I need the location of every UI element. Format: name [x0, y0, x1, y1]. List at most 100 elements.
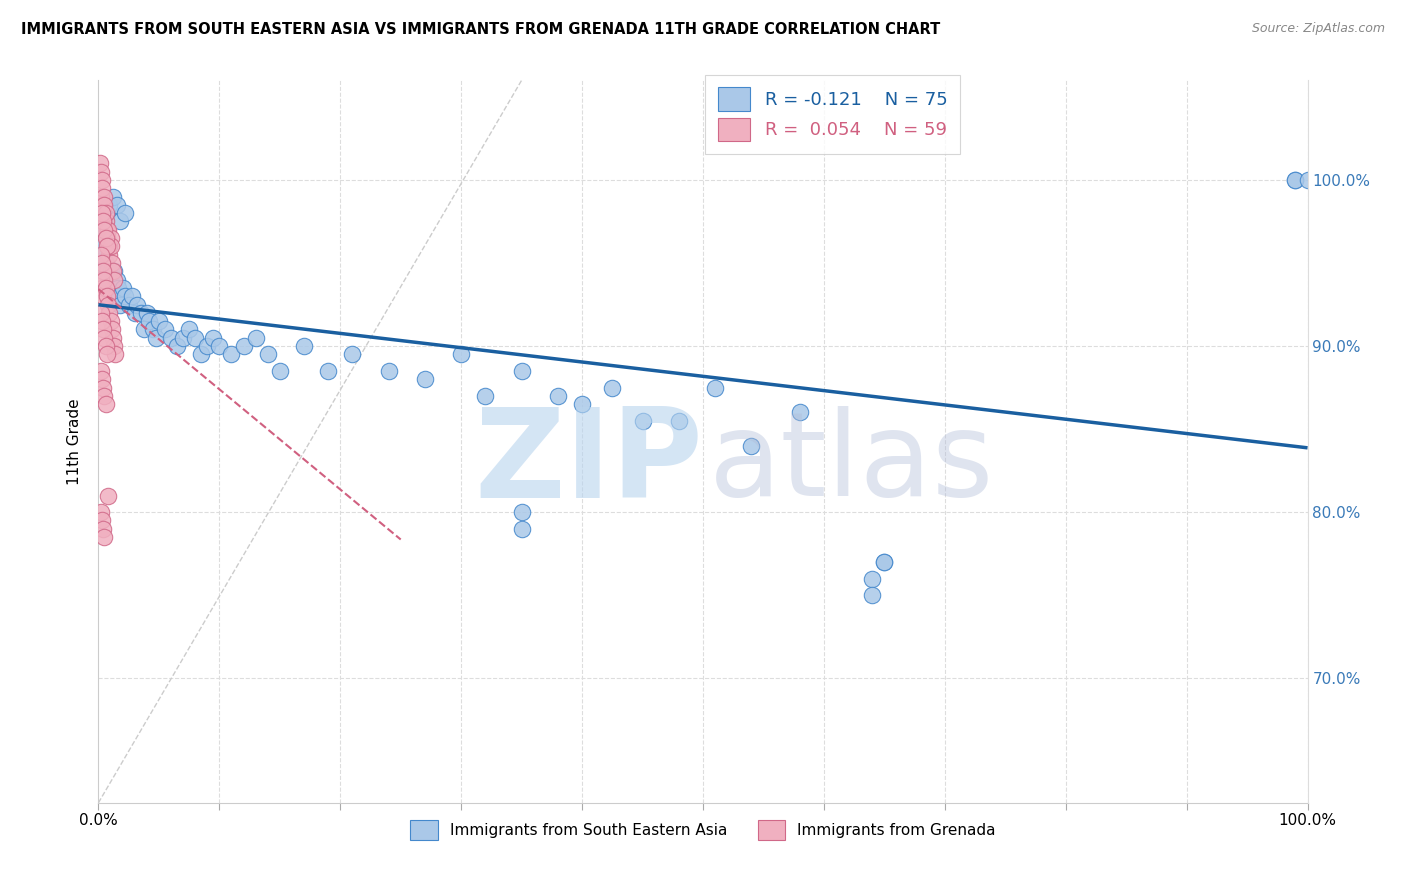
Point	[93, 331, 115, 345]
Point	[93, 189, 115, 203]
Point	[166, 339, 188, 353]
Point	[873, 555, 896, 569]
Point	[245, 331, 267, 345]
Point	[93, 214, 115, 228]
Point	[96, 231, 118, 245]
Point	[100, 322, 122, 336]
Point	[860, 572, 883, 586]
Point	[148, 314, 170, 328]
Point	[101, 264, 124, 278]
Point	[101, 331, 124, 345]
Point	[93, 530, 115, 544]
Legend: Immigrants from South Eastern Asia, Immigrants from Grenada: Immigrants from South Eastern Asia, Immi…	[404, 814, 1002, 846]
Point	[94, 231, 117, 245]
Point	[91, 214, 114, 228]
Point	[100, 264, 122, 278]
Point	[96, 223, 118, 237]
Point	[190, 347, 212, 361]
Point	[93, 223, 115, 237]
Point	[91, 214, 114, 228]
Point	[93, 198, 115, 212]
Point	[118, 297, 141, 311]
Point	[93, 223, 115, 237]
Point	[668, 414, 690, 428]
Point	[316, 364, 339, 378]
Point	[172, 331, 194, 345]
Y-axis label: 11th Grade: 11th Grade	[67, 398, 83, 485]
Point	[91, 239, 114, 253]
Point	[93, 389, 115, 403]
Point	[96, 347, 118, 361]
Point	[413, 372, 436, 386]
Point	[90, 306, 112, 320]
Point	[160, 331, 183, 345]
Point	[292, 339, 315, 353]
Point	[91, 173, 114, 187]
Point	[90, 248, 112, 262]
Point	[94, 339, 117, 353]
Point	[124, 306, 146, 320]
Point	[571, 397, 593, 411]
Point	[127, 297, 149, 311]
Point	[602, 380, 624, 394]
Point	[114, 289, 136, 303]
Point	[101, 189, 124, 203]
Point	[510, 522, 533, 536]
Point	[93, 272, 115, 286]
Point	[98, 306, 121, 320]
Text: ZIP: ZIP	[474, 402, 703, 524]
Point	[510, 505, 533, 519]
Text: Source: ZipAtlas.com: Source: ZipAtlas.com	[1251, 22, 1385, 36]
Point	[100, 231, 122, 245]
Point	[98, 239, 121, 253]
Point	[91, 522, 114, 536]
Point	[90, 164, 112, 178]
Point	[91, 256, 114, 270]
Point	[91, 380, 114, 394]
Point	[100, 239, 122, 253]
Point	[96, 264, 118, 278]
Point	[100, 256, 122, 270]
Point	[873, 555, 896, 569]
Text: IMMIGRANTS FROM SOUTH EASTERN ASIA VS IMMIGRANTS FROM GRENADA 11TH GRADE CORRELA: IMMIGRANTS FROM SOUTH EASTERN ASIA VS IM…	[21, 22, 941, 37]
Point	[377, 364, 399, 378]
Text: 100.0%: 100.0%	[1278, 813, 1337, 828]
Point	[114, 206, 136, 220]
Point	[108, 289, 131, 303]
Point	[91, 372, 114, 386]
Point	[90, 272, 112, 286]
Point	[98, 239, 121, 253]
Point	[90, 505, 112, 519]
Point	[107, 281, 129, 295]
Point	[208, 339, 231, 353]
Point	[269, 364, 291, 378]
Point	[100, 281, 122, 295]
Point	[90, 189, 112, 203]
Point	[94, 281, 117, 295]
Point	[202, 331, 225, 345]
Point	[179, 322, 201, 336]
Point	[184, 331, 207, 345]
Point	[94, 206, 117, 220]
Point	[108, 214, 131, 228]
Point	[135, 306, 157, 320]
Point	[91, 264, 114, 278]
Point	[89, 156, 111, 170]
Point	[134, 322, 156, 336]
Point	[91, 289, 114, 303]
Point	[90, 364, 112, 378]
Point	[105, 198, 128, 212]
Point	[100, 314, 122, 328]
Point	[474, 389, 496, 403]
Point	[111, 281, 134, 295]
Point	[97, 223, 120, 237]
Point	[704, 380, 727, 394]
Point	[101, 289, 124, 303]
Point	[94, 256, 117, 270]
Point	[97, 297, 120, 311]
Point	[142, 322, 165, 336]
Point	[789, 405, 811, 419]
Point	[108, 297, 131, 311]
Point	[91, 206, 114, 220]
Point	[221, 347, 243, 361]
